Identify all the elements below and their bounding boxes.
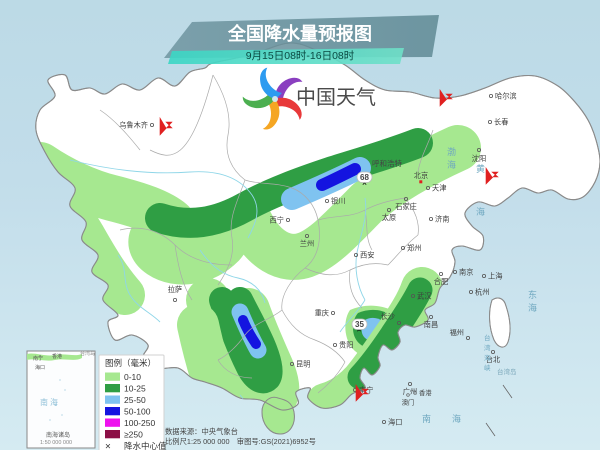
svg-text:1:50 000 000: 1:50 000 000 <box>40 440 72 446</box>
svg-text:中国天气: 中国天气 <box>296 86 376 109</box>
svg-text:台湾岛: 台湾岛 <box>80 350 95 357</box>
svg-text:9月15日08时-16日08时: 9月15日08时-16日08时 <box>246 50 355 62</box>
svg-text:≥250: ≥250 <box>124 429 143 439</box>
svg-text:香港: 香港 <box>52 353 62 360</box>
svg-text:×: × <box>105 442 111 450</box>
svg-text:海口: 海口 <box>35 364 45 371</box>
svg-text:全国降水量预报图: 全国降水量预报图 <box>227 23 372 44</box>
svg-text:图例（毫米）: 图例（毫米） <box>105 358 156 368</box>
svg-text:南海: 南海 <box>40 397 60 407</box>
svg-text:降水中心值: 降水中心值 <box>124 441 167 450</box>
svg-text:0-10: 0-10 <box>124 372 141 382</box>
svg-text:100-250: 100-250 <box>124 418 155 428</box>
svg-text:25-50: 25-50 <box>124 395 146 405</box>
svg-text:南宁: 南宁 <box>33 355 43 362</box>
svg-text:50-100: 50-100 <box>124 406 151 416</box>
svg-text:10-25: 10-25 <box>124 383 146 393</box>
svg-text:南海诸岛: 南海诸岛 <box>46 431 70 439</box>
